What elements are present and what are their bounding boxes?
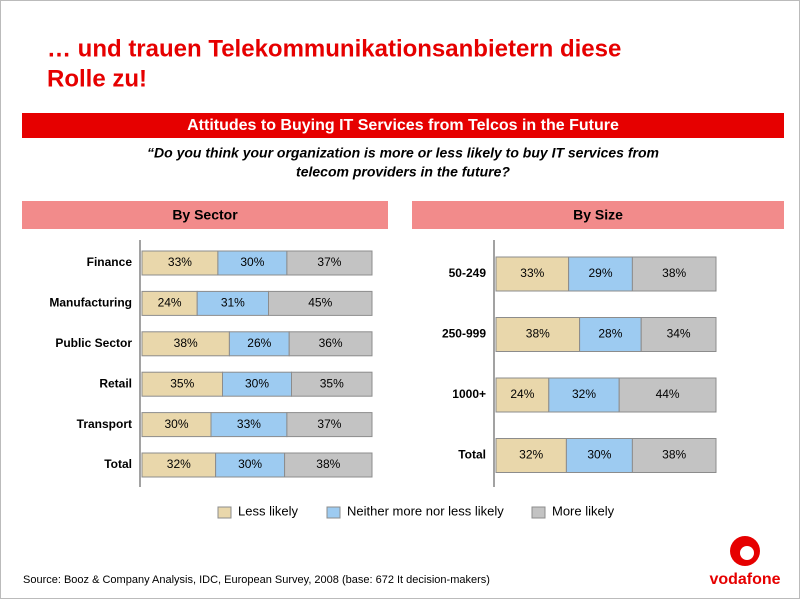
value-label: 38% — [662, 448, 686, 462]
value-label: 30% — [240, 255, 264, 269]
category-label: Finance — [87, 255, 133, 269]
value-label: 36% — [319, 336, 343, 350]
category-label: Public Sector — [55, 336, 132, 350]
value-label: 38% — [174, 336, 198, 350]
logo: vodafone — [709, 571, 780, 588]
bar-segment — [141, 331, 230, 357]
category-label: Manufacturing — [49, 296, 132, 310]
bar-segment — [196, 290, 269, 316]
question: telecom providers in the future? — [296, 164, 510, 180]
legend-swatch — [531, 506, 546, 519]
bar-segment — [141, 452, 217, 478]
category-label: Total — [104, 457, 132, 471]
bar-segment — [618, 377, 717, 413]
bar-segment — [222, 371, 292, 397]
bar-segment — [288, 331, 373, 357]
slide-title: Rolle zu! — [47, 65, 147, 92]
bar-segment — [141, 412, 212, 438]
bar-segment — [548, 377, 620, 413]
value-label: 37% — [317, 417, 341, 431]
panel-header — [22, 201, 388, 229]
value-label: 38% — [526, 327, 550, 341]
value-label: 35% — [170, 376, 194, 390]
banner: Attitudes to Buying IT Services from Tel… — [187, 117, 619, 134]
source: Source: Booz & Company Analysis, IDC, Eu… — [23, 574, 490, 586]
category-label: Retail — [99, 376, 132, 390]
value-label: 30% — [238, 457, 262, 471]
bar-segment — [640, 317, 717, 352]
bar-segment — [141, 250, 219, 276]
value-label: 38% — [662, 266, 686, 280]
legend-swatch — [217, 506, 232, 519]
value-label: 30% — [587, 448, 611, 462]
value-label: 32% — [572, 387, 596, 401]
category-label: Transport — [77, 417, 132, 431]
value-label: 44% — [656, 387, 680, 401]
value-label: 32% — [167, 457, 191, 471]
value-label: 24% — [158, 296, 182, 310]
category-label: 1000+ — [452, 387, 486, 401]
panel-title: By Sector — [172, 207, 238, 223]
bar-segment — [284, 452, 373, 478]
question: “Do you think your organization is more … — [147, 145, 659, 161]
value-label: 33% — [520, 266, 544, 280]
value-label: 32% — [519, 448, 543, 462]
bar-segment — [291, 371, 373, 397]
legend-label: More likely — [552, 503, 615, 518]
bar-segment — [141, 290, 198, 316]
bar-segment — [631, 256, 717, 292]
legend-swatch — [326, 506, 341, 519]
category-label: 50-249 — [449, 266, 487, 280]
value-label: 33% — [168, 255, 192, 269]
banner-bg — [22, 113, 784, 138]
bar-segment — [217, 250, 288, 276]
value-label: 30% — [164, 417, 188, 431]
value-label: 31% — [221, 296, 245, 310]
bar-segment — [215, 452, 286, 478]
value-label: 33% — [237, 417, 261, 431]
value-label: 26% — [247, 336, 271, 350]
value-label: 38% — [316, 457, 340, 471]
bar-segment — [268, 290, 373, 316]
bar-segment — [141, 371, 223, 397]
bar-segment — [579, 317, 642, 352]
legend-label: Neither more nor less likely — [347, 503, 504, 518]
logo-mark-inner — [740, 546, 754, 560]
value-label: 34% — [667, 327, 691, 341]
value-label: 45% — [308, 296, 332, 310]
category-label: Total — [458, 448, 486, 462]
bar-segment — [568, 256, 633, 292]
bar-segment — [495, 438, 567, 473]
bar-segment — [286, 250, 373, 276]
value-label: 28% — [598, 327, 622, 341]
category-label: 250-999 — [442, 327, 486, 341]
panel-header — [412, 201, 784, 229]
value-label: 24% — [510, 387, 534, 401]
value-label: 30% — [245, 376, 269, 390]
bar-segment — [210, 412, 288, 438]
value-label: 29% — [588, 266, 612, 280]
value-label: 35% — [320, 376, 344, 390]
bar-segment — [495, 256, 570, 292]
panel-title: By Size — [573, 207, 623, 223]
value-label: 37% — [317, 255, 341, 269]
bar-segment — [495, 317, 581, 352]
legend-label: Less likely — [238, 503, 298, 518]
bar-segment — [631, 438, 717, 473]
slide-title: … und trauen Telekommunikationsanbietern… — [47, 35, 621, 62]
bar-segment — [286, 412, 373, 438]
